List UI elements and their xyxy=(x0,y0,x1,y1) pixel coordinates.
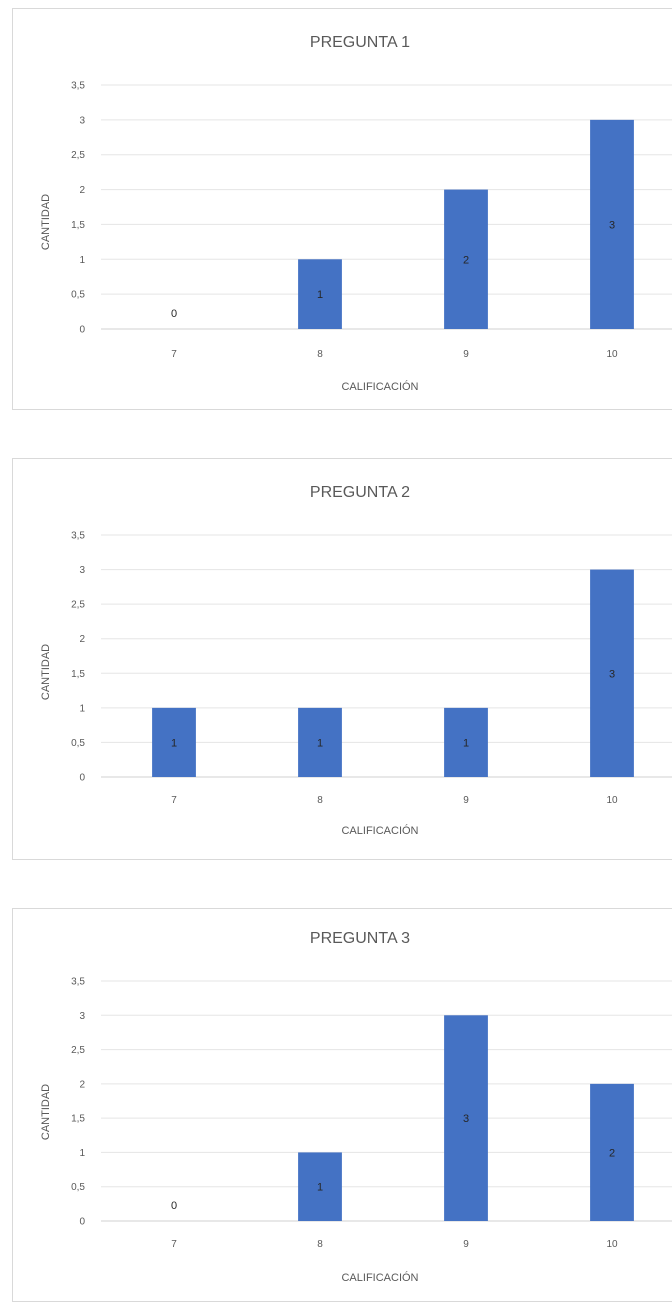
y-tick-label: 1,5 xyxy=(71,669,85,680)
bar xyxy=(298,259,342,329)
x-axis-title: CALIFICACIÓN xyxy=(341,1271,418,1284)
x-tick-label: 7 xyxy=(171,349,177,360)
y-axis-title: CANTIDAD xyxy=(40,194,52,250)
chart-title: PREGUNTA 2 xyxy=(310,484,410,501)
y-tick-label: 1 xyxy=(79,1148,85,1159)
data-label: 2 xyxy=(463,254,469,266)
y-tick-label: 1,5 xyxy=(71,220,85,231)
x-tick-label: 9 xyxy=(463,795,469,806)
y-tick-label: 3 xyxy=(79,1011,85,1022)
data-label: 1 xyxy=(171,737,177,749)
data-label: 0 xyxy=(171,1200,177,1212)
y-tick-label: 3 xyxy=(79,565,85,576)
y-tick-label: 3,5 xyxy=(71,977,85,988)
plot-area: 0 0,5 1 1,5 2 2,5 3 3,5 0 7 1 8 2 9 3 10 xyxy=(71,81,672,360)
chart-pregunta-2: PREGUNTA 2 0 0,5 1 1,5 2 2,5 3 3,5 1 7 1 8 1 9 3 10 CAL… xyxy=(12,458,672,860)
bar xyxy=(444,707,488,777)
data-label: 1 xyxy=(317,737,323,749)
bar xyxy=(590,569,634,777)
x-tick-label: 8 xyxy=(317,349,323,360)
x-axis-title: CALIFICACIÓN xyxy=(341,380,418,393)
bar xyxy=(590,119,634,329)
x-tick-label: 9 xyxy=(463,1239,469,1250)
bar xyxy=(298,1152,342,1221)
x-tick-label: 8 xyxy=(317,1239,323,1250)
chart-title: PREGUNTA 3 xyxy=(310,930,410,947)
x-axis-title: CALIFICACIÓN xyxy=(341,824,418,837)
y-tick-label: 0,5 xyxy=(71,290,85,301)
data-label: 1 xyxy=(317,1182,323,1194)
data-label: 1 xyxy=(317,289,323,301)
data-label: 1 xyxy=(463,737,469,749)
bar xyxy=(152,707,196,777)
x-tick-label: 10 xyxy=(606,1239,618,1250)
x-tick-label: 10 xyxy=(606,349,618,360)
data-label: 0 xyxy=(171,308,177,320)
data-label: 3 xyxy=(463,1113,469,1125)
data-label: 3 xyxy=(609,219,615,231)
y-tick-label: 2 xyxy=(79,1079,85,1090)
y-tick-label: 2,5 xyxy=(71,600,85,611)
plot-area: 0 0,5 1 1,5 2 2,5 3 3,5 0 7 1 8 3 9 2 10 xyxy=(71,977,672,1250)
bar xyxy=(298,707,342,777)
bar xyxy=(590,1083,634,1221)
y-tick-label: 3,5 xyxy=(71,81,85,92)
y-axis-title: CANTIDAD xyxy=(40,644,52,700)
plot-area: 0 0,5 1 1,5 2 2,5 3 3,5 1 7 1 8 1 9 3 10 xyxy=(71,531,672,806)
x-tick-label: 7 xyxy=(171,795,177,806)
data-label: 3 xyxy=(609,668,615,680)
chart-title: PREGUNTA 1 xyxy=(310,34,410,51)
y-tick-label: 3,5 xyxy=(71,531,85,542)
chart-pregunta-3: PREGUNTA 3 0 0,5 1 1,5 2 2,5 3 3,5 0 7 1 8 3 9 2 10 CAL… xyxy=(12,908,672,1302)
y-tick-label: 1 xyxy=(79,703,85,714)
chart-svg: PREGUNTA 2 0 0,5 1 1,5 2 2,5 3 3,5 1 7 1 8 1 9 3 10 CAL… xyxy=(40,484,672,837)
y-tick-label: 0,5 xyxy=(71,1182,85,1193)
y-tick-label: 3 xyxy=(79,115,85,126)
chart-pregunta-1: PREGUNTA 1 0 0,5 1 1,5 2 2,5 3 3,5 0 7 1 8 2 9 3 10 CAL… xyxy=(12,8,672,410)
data-label: 2 xyxy=(609,1147,615,1159)
y-tick-label: 1 xyxy=(79,255,85,266)
x-tick-label: 9 xyxy=(463,349,469,360)
x-tick-label: 7 xyxy=(171,1239,177,1250)
bar xyxy=(444,1015,488,1221)
chart-svg: PREGUNTA 3 0 0,5 1 1,5 2 2,5 3 3,5 0 7 1 8 3 9 2 10 CAL… xyxy=(40,930,672,1284)
y-tick-label: 2,5 xyxy=(71,1045,85,1056)
bar xyxy=(444,189,488,329)
y-tick-label: 0 xyxy=(79,773,85,784)
y-tick-label: 0 xyxy=(79,1217,85,1228)
chart-svg: PREGUNTA 1 0 0,5 1 1,5 2 2,5 3 3,5 0 7 1 8 2 9 3 10 CAL… xyxy=(40,34,672,393)
y-axis-title: CANTIDAD xyxy=(40,1084,52,1140)
y-tick-label: 1,5 xyxy=(71,1114,85,1125)
y-tick-label: 2,5 xyxy=(71,150,85,161)
y-tick-label: 2 xyxy=(79,185,85,196)
x-tick-label: 10 xyxy=(606,795,618,806)
x-tick-label: 8 xyxy=(317,795,323,806)
y-tick-label: 0 xyxy=(79,325,85,336)
y-tick-label: 0,5 xyxy=(71,738,85,749)
y-tick-label: 2 xyxy=(79,634,85,645)
